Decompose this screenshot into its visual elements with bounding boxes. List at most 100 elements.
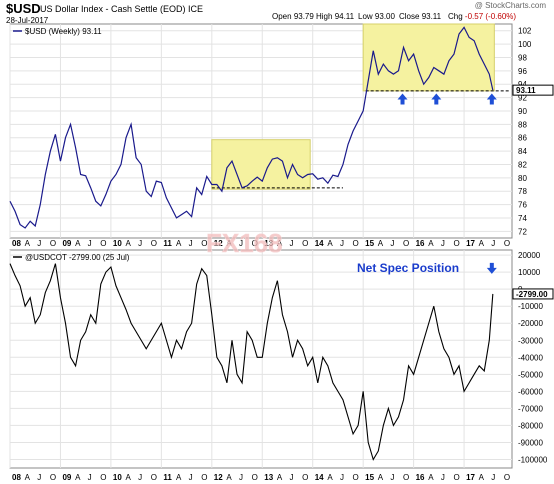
x-tick-label: 17 <box>466 239 475 248</box>
cot-y-tick-label: 20000 <box>518 251 541 260</box>
cot-y-tick-label: 10000 <box>518 268 541 277</box>
price-y-tick-label: 84 <box>518 147 527 156</box>
support-arrow-icon <box>486 93 497 105</box>
cot-net-position-line <box>9 263 494 461</box>
x-tick-label-bottom: O <box>50 473 56 482</box>
x-tick-label-bottom: 11 <box>163 473 172 482</box>
stat-open: Open 93.79 <box>272 12 314 21</box>
x-tick-label: J <box>37 239 41 248</box>
price-y-tick-label: 72 <box>518 227 527 236</box>
price-y-tick-label: 82 <box>518 160 527 169</box>
stat-low-value: 93.00 <box>374 12 395 21</box>
x-tick-label-bottom: A <box>25 473 31 482</box>
x-tick-label-bottom: J <box>138 473 142 482</box>
x-tick-label-bottom: A <box>277 473 283 482</box>
price-y-tick-label: 86 <box>518 134 527 143</box>
stat-close-value: 93.11 <box>421 12 442 21</box>
net-spec-annotation: Net Spec Position <box>357 261 459 275</box>
x-tick-label: O <box>353 239 359 248</box>
highlight-box <box>362 23 495 92</box>
price-y-tick-label: 78 <box>518 187 527 196</box>
x-tick-label-bottom: A <box>428 473 434 482</box>
x-tick-label: A <box>226 239 232 248</box>
x-tick-label: A <box>378 239 384 248</box>
x-tick-label-bottom: O <box>302 473 308 482</box>
price-y-tick-label: 90 <box>518 107 527 116</box>
x-tick-label-bottom: A <box>75 473 81 482</box>
x-tick-label-bottom: 12 <box>214 473 223 482</box>
x-tick-label: O <box>252 239 258 248</box>
stat-open-value: 93.79 <box>293 12 314 21</box>
stat-high-label: High <box>316 12 333 21</box>
price-y-tick-label: 80 <box>518 174 527 183</box>
stat-chg-label: Chg <box>448 12 463 21</box>
x-tick-label: O <box>151 239 157 248</box>
x-tick-label-bottom: J <box>340 473 344 482</box>
x-tick-label: O <box>100 239 106 248</box>
x-tick-label: J <box>441 239 445 248</box>
x-tick-label: O <box>50 239 56 248</box>
price-y-tick-label: 102 <box>518 27 532 36</box>
x-tick-label-bottom: A <box>327 473 333 482</box>
cot-last-value-tag: -2799.00 <box>516 290 548 299</box>
stat-high-value: 94.11 <box>334 12 355 21</box>
x-tick-label: 10 <box>113 239 122 248</box>
x-tick-label: A <box>479 239 485 248</box>
chart-description: US Dollar Index - Cash Settle (EOD) ICE <box>40 4 204 14</box>
x-tick-label-bottom: A <box>176 473 182 482</box>
x-tick-label: A <box>277 239 283 248</box>
price-y-tick-label: 100 <box>518 40 532 49</box>
x-tick-label-bottom: O <box>353 473 359 482</box>
x-tick-label: J <box>138 239 142 248</box>
x-tick-label-bottom: 10 <box>113 473 122 482</box>
x-tick-label-bottom: J <box>390 473 394 482</box>
x-tick-label-bottom: O <box>201 473 207 482</box>
x-tick-label: O <box>453 239 459 248</box>
cot-y-tick-label: -100000 <box>518 455 548 464</box>
price-y-tick-label: 98 <box>518 53 527 62</box>
x-tick-label: J <box>340 239 344 248</box>
x-tick-label-bottom: J <box>441 473 445 482</box>
cot-y-tick-label: -50000 <box>518 370 543 379</box>
price-y-tick-label: 96 <box>518 67 527 76</box>
x-tick-label-bottom: 09 <box>62 473 71 482</box>
x-tick-label: 12 <box>214 239 223 248</box>
price-y-tick-label: 76 <box>518 201 527 210</box>
x-tick-label: O <box>403 239 409 248</box>
x-tick-label-bottom: 17 <box>466 473 475 482</box>
cot-legend: @USDCOT -2799.00 (25 Jul) <box>25 253 130 262</box>
x-tick-label-bottom: 14 <box>315 473 324 482</box>
x-tick-label: 14 <box>315 239 324 248</box>
stat-high: High 94.11 <box>316 12 354 21</box>
cot-y-tick-label: -70000 <box>518 404 543 413</box>
cot-y-tick-label: -20000 <box>518 319 543 328</box>
x-tick-label-bottom: A <box>378 473 384 482</box>
cot-arrow-icon <box>486 262 497 274</box>
x-tick-label: A <box>176 239 182 248</box>
x-tick-label: 08 <box>12 239 21 248</box>
price-last-value-tag-box <box>512 84 554 96</box>
x-tick-label: A <box>126 239 132 248</box>
stockcharts-watermark: @ StockCharts.com <box>474 1 546 10</box>
x-tick-label-bottom: J <box>289 473 293 482</box>
highlight-box <box>211 139 311 190</box>
support-arrow-icon <box>397 93 408 105</box>
x-tick-label: 09 <box>62 239 71 248</box>
x-tick-label: J <box>390 239 394 248</box>
x-tick-label: J <box>491 239 495 248</box>
x-tick-label: A <box>428 239 434 248</box>
support-arrow-icon <box>431 93 442 105</box>
x-tick-label: O <box>504 239 510 248</box>
cot-y-tick-label: -30000 <box>518 336 543 345</box>
x-tick-label-bottom: J <box>88 473 92 482</box>
x-tick-label-bottom: 13 <box>264 473 273 482</box>
cot-last-value-tag-box <box>512 288 554 300</box>
x-tick-label: A <box>327 239 333 248</box>
x-tick-label: J <box>289 239 293 248</box>
x-tick-label-bottom: A <box>226 473 232 482</box>
stat-close-label: Close <box>399 12 420 21</box>
x-tick-label: J <box>189 239 193 248</box>
chart-ticker: $USD <box>6 1 41 16</box>
x-tick-label-bottom: O <box>504 473 510 482</box>
x-tick-label-bottom: 15 <box>365 473 374 482</box>
